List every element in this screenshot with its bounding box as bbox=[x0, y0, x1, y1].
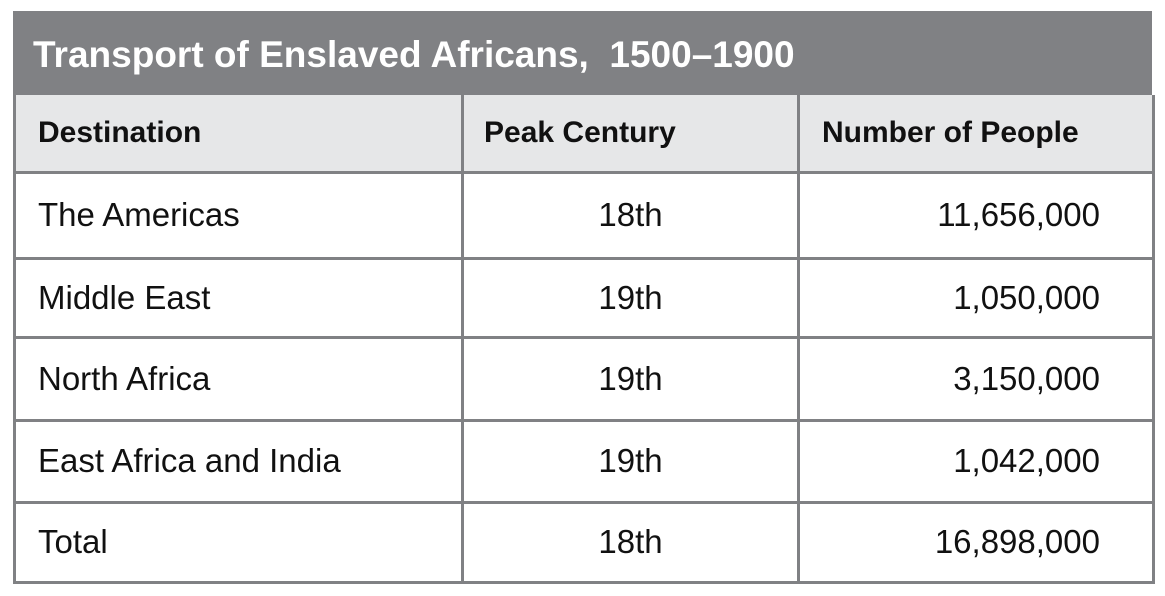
destination-cell: Middle East bbox=[13, 256, 464, 339]
number-of-people-cell: 3,150,000 bbox=[797, 335, 1155, 422]
peak-century-cell: 18th bbox=[461, 500, 800, 584]
column-header-destination: Destination bbox=[13, 95, 464, 174]
destination-cell: The Americas bbox=[13, 170, 464, 260]
data-table: Transport of Enslaved Africans, 1500–190… bbox=[13, 11, 1155, 584]
table-row: East Africa and India 19th 1,042,000 bbox=[13, 418, 1155, 504]
peak-century-cell: 19th bbox=[461, 335, 800, 422]
table-row: The Americas 18th 11,656,000 bbox=[13, 170, 1155, 260]
number-of-people-cell: 1,042,000 bbox=[797, 418, 1155, 504]
peak-century-cell: 19th bbox=[461, 418, 800, 504]
destination-cell: North Africa bbox=[13, 335, 464, 422]
column-header-peak-century: Peak Century bbox=[461, 95, 800, 174]
destination-cell: East Africa and India bbox=[13, 418, 464, 504]
header-row: Destination Peak Century Number of Peopl… bbox=[13, 95, 1155, 174]
table-row: Total 18th 16,898,000 bbox=[13, 500, 1155, 584]
table-title: Transport of Enslaved Africans, 1500–190… bbox=[13, 11, 1152, 95]
number-of-people-cell: 1,050,000 bbox=[797, 256, 1155, 339]
table-row: North Africa 19th 3,150,000 bbox=[13, 335, 1155, 422]
number-of-people-cell: 11,656,000 bbox=[797, 170, 1155, 260]
peak-century-cell: 19th bbox=[461, 256, 800, 339]
table-row: Middle East 19th 1,050,000 bbox=[13, 256, 1155, 339]
column-header-number-of-people: Number of People bbox=[797, 95, 1155, 174]
destination-cell: Total bbox=[13, 500, 464, 584]
number-of-people-cell: 16,898,000 bbox=[797, 500, 1155, 584]
peak-century-cell: 18th bbox=[461, 170, 800, 260]
